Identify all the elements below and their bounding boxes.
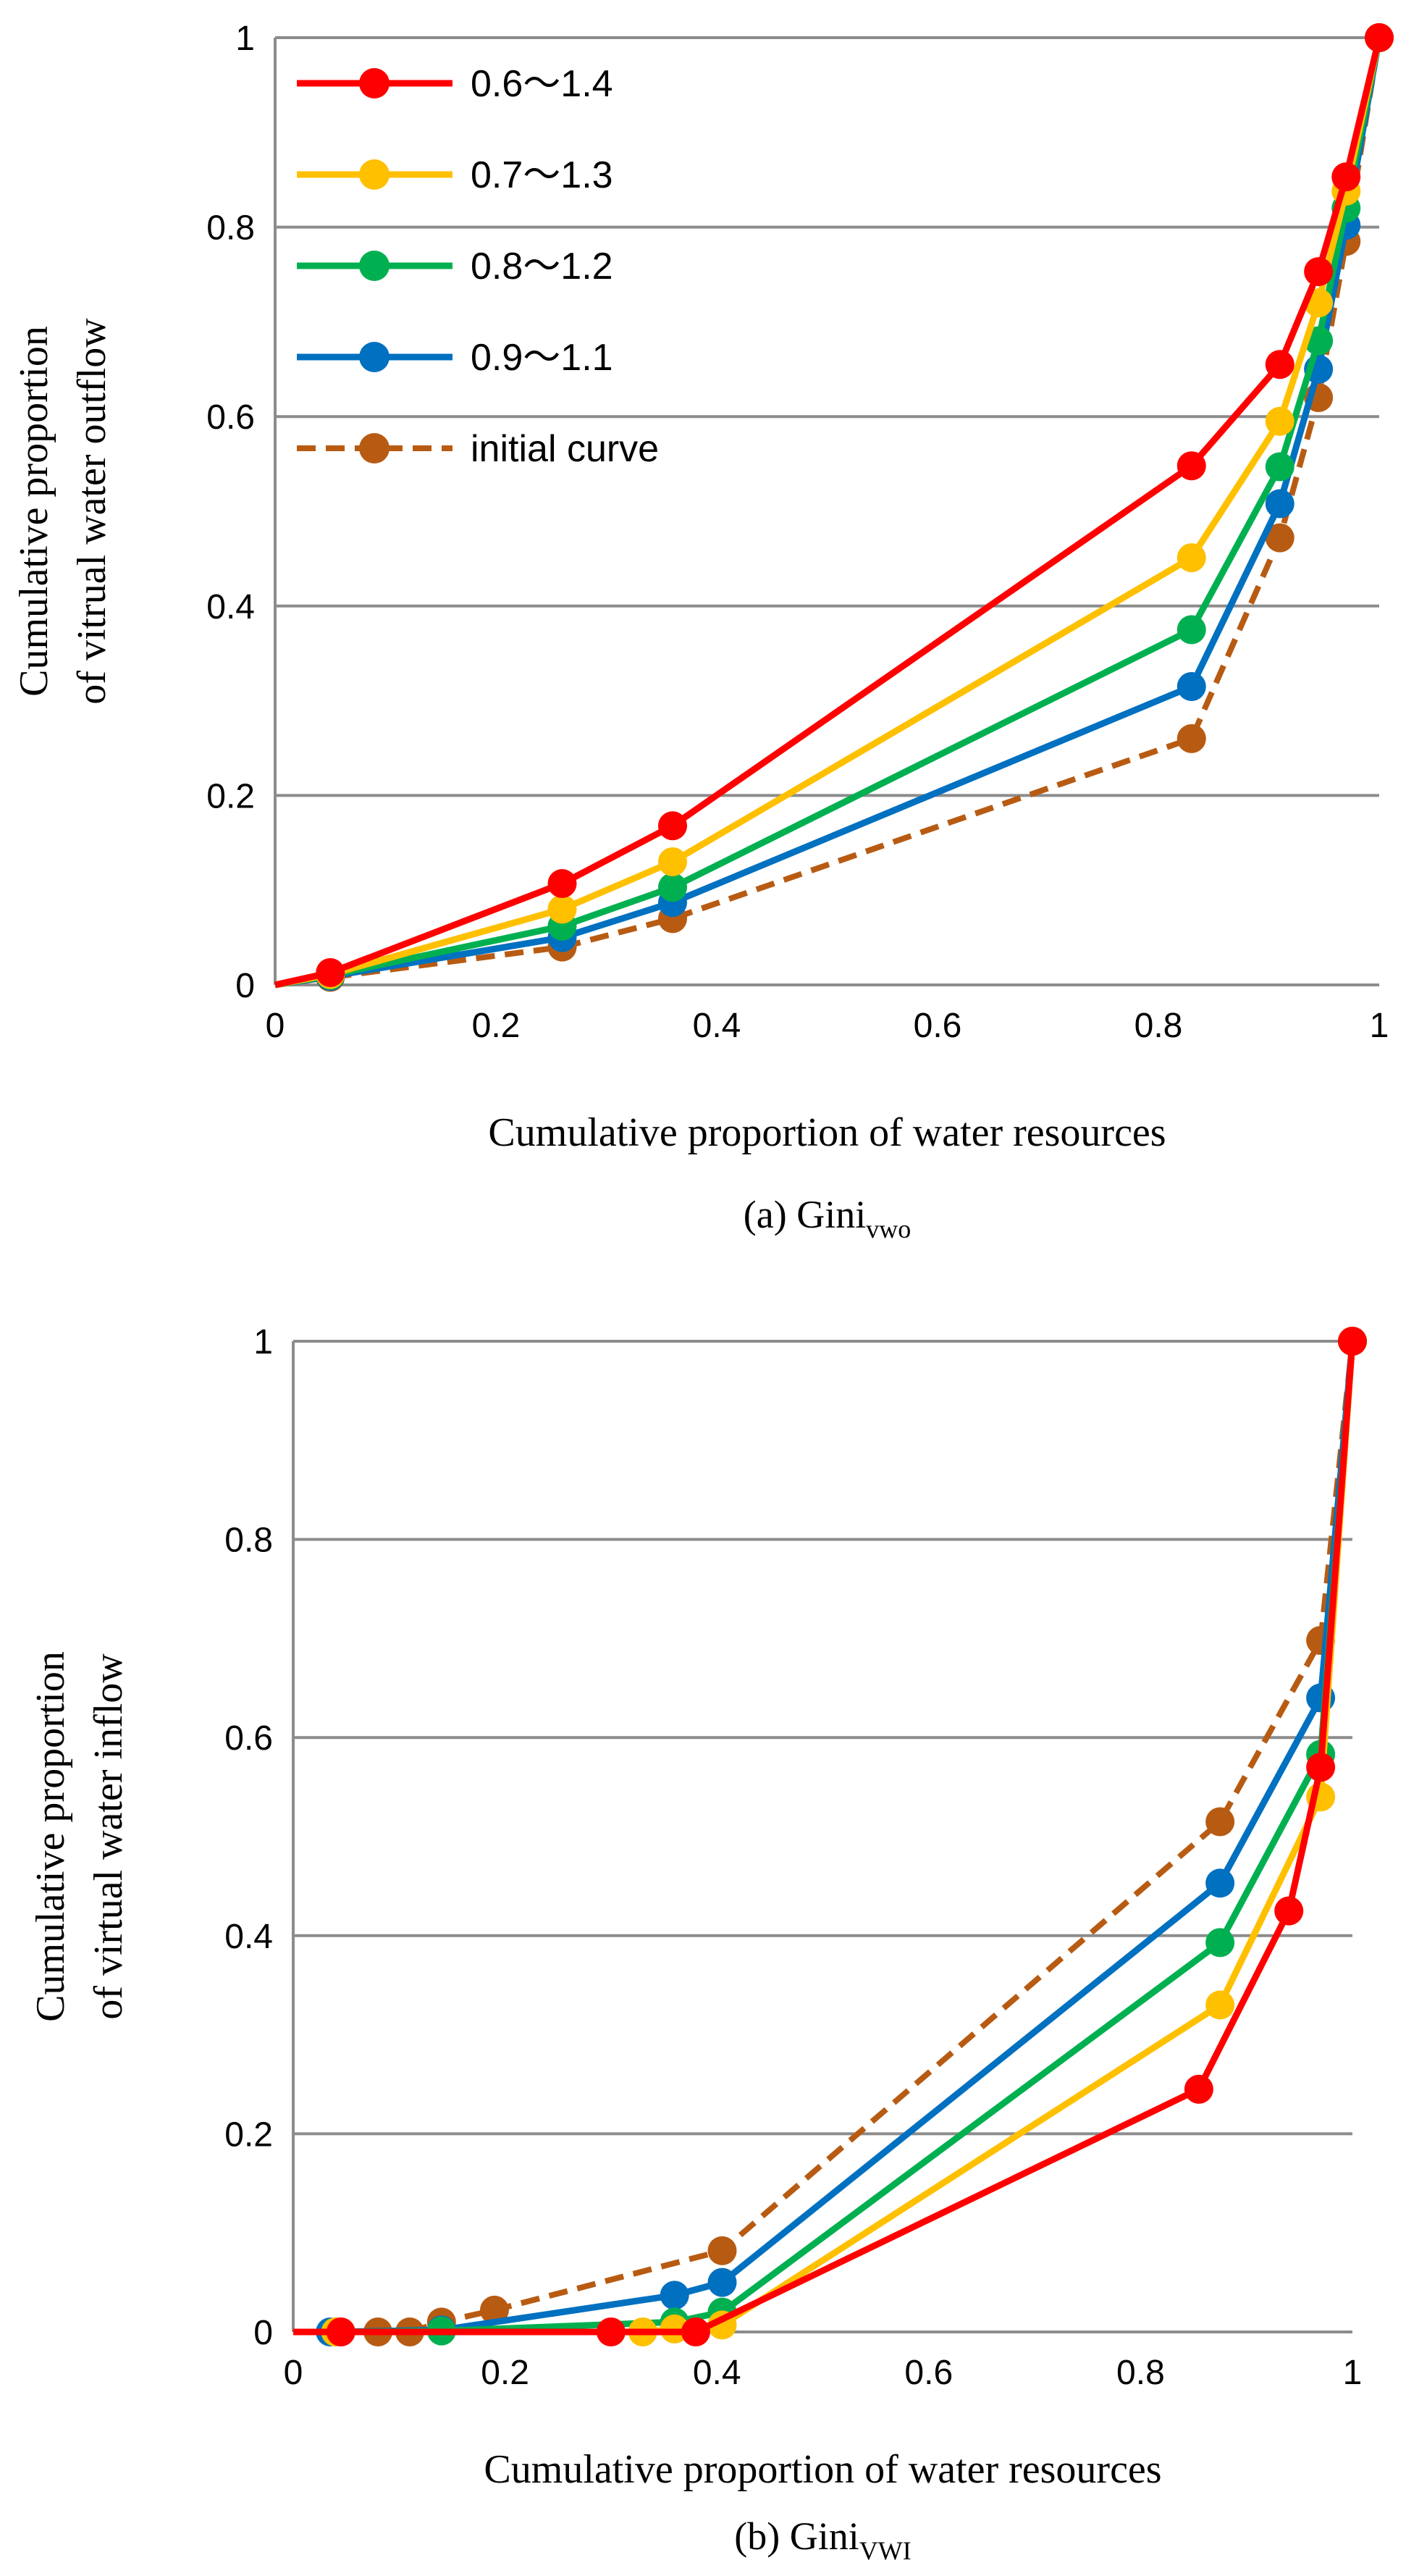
data-point — [1176, 671, 1206, 701]
data-point — [479, 2295, 509, 2325]
data-point — [1176, 723, 1206, 753]
data-point — [1265, 406, 1295, 436]
data-point — [1205, 1928, 1235, 1958]
data-point — [658, 811, 687, 841]
data-point — [1306, 1753, 1336, 1782]
y-tick-label: 0.2 — [224, 2115, 273, 2154]
data-point — [1304, 257, 1334, 287]
chart-caption: (a) Ginivwo — [744, 1193, 911, 1243]
legend-label: initial curve — [471, 428, 659, 470]
y-axis-title: of virtual water inflow — [86, 1653, 131, 2020]
x-tick-label: 0.8 — [1135, 1007, 1183, 1045]
y-axis-title: of vitrual water outflow — [70, 318, 114, 705]
y-tick-label: 1 — [253, 1323, 273, 1362]
x-tick-label: 1 — [1343, 2354, 1363, 2392]
x-tick-label: 0.2 — [472, 1007, 521, 1045]
chart-caption: (b) GiniVWI — [734, 2514, 911, 2565]
series-line-1 — [274, 36, 1383, 989]
x-tick-label: 0.6 — [904, 2354, 953, 2392]
legend: 0.6～1.4 0.7～1.3 0.8～1.2 0.9～1.1 initial curv… — [297, 63, 659, 470]
x-tick-label: 0.6 — [914, 1007, 962, 1045]
data-point — [658, 847, 687, 876]
data-point — [1176, 615, 1206, 645]
series-line-2 — [293, 1341, 1356, 2336]
x-tick-label: 0 — [266, 1007, 285, 1045]
y-tick-label: 0.6 — [206, 398, 255, 437]
data-point — [1274, 1896, 1304, 1926]
data-point — [1265, 350, 1295, 379]
y-tick-label: 1 — [235, 20, 255, 58]
legend-marker — [359, 342, 390, 372]
data-point — [1338, 1327, 1367, 1356]
data-point — [1265, 452, 1295, 482]
y-tick-label: 0.8 — [206, 209, 255, 248]
x-tick-label: 0.4 — [693, 2354, 741, 2392]
data-point — [1265, 523, 1295, 553]
y-axis-title: Cumulative proportion — [12, 326, 56, 697]
legend-label: 0.8～1.2 — [471, 246, 613, 288]
legend-label: 0.9～1.1 — [471, 337, 613, 379]
y-tick-label: 0.6 — [224, 1719, 273, 1758]
chart-panel-1: 0 0.2 0.4 0.6 0.8 1 0 0.2 0.4 0.6 0.8 1 Cumulative p… — [12, 20, 1394, 1243]
series-line-5 — [293, 1341, 1355, 2335]
y-tick-label: 0 — [253, 2314, 273, 2352]
x-axis-title: Cumulative proportion of water resources — [484, 2447, 1161, 2492]
chart-panel-2: 0 0.2 0.4 0.6 0.8 1 0 0.2 0.4 0.6 0.8 1 Cumulative p… — [28, 1323, 1367, 2565]
data-point — [547, 869, 577, 899]
data-point — [1265, 489, 1295, 519]
series-line-4 — [293, 1341, 1356, 2336]
x-tick-label: 1 — [1370, 1007, 1389, 1045]
legend-marker — [359, 68, 390, 98]
data-point — [707, 2236, 737, 2265]
data-point — [326, 2317, 355, 2346]
series-line-4 — [274, 37, 1383, 989]
series-line-1 — [293, 1341, 1356, 2336]
caption-main: (b) Gini — [734, 2514, 859, 2558]
data-point — [1176, 451, 1206, 481]
data-point — [1365, 23, 1394, 52]
x-tick-label: 0.2 — [481, 2354, 529, 2392]
data-point — [660, 2281, 689, 2310]
y-tick-label: 0.8 — [224, 1522, 273, 1560]
caption-main: (a) Gini — [744, 1193, 866, 1236]
series-line-3 — [274, 37, 1383, 989]
legend-label: 0.6～1.4 — [471, 63, 613, 105]
caption-subscript: VWI — [859, 2536, 912, 2565]
data-point — [1205, 1990, 1235, 2020]
x-tick-label: 0.8 — [1116, 2354, 1165, 2392]
data-point — [1184, 2074, 1213, 2104]
caption-subscript: vwo — [866, 1214, 911, 1243]
series-line-2 — [274, 37, 1383, 989]
legend-marker — [359, 251, 390, 281]
x-tick-label: 0.4 — [693, 1007, 741, 1045]
legend-marker — [359, 159, 390, 190]
y-axis-title: Cumulative proportion — [28, 1651, 73, 2022]
data-point — [1176, 543, 1206, 573]
x-tick-label: 0 — [284, 2354, 303, 2392]
data-point — [681, 2317, 710, 2346]
x-axis-title: Cumulative proportion of water resources — [488, 1110, 1166, 1155]
data-point — [547, 894, 577, 924]
y-tick-label: 0 — [235, 967, 255, 1005]
data-point — [1205, 1868, 1235, 1898]
series-line-3 — [293, 1341, 1356, 2336]
series-line-5 — [274, 37, 1382, 988]
y-tick-label: 0.2 — [206, 777, 255, 815]
y-tick-label: 0.4 — [206, 588, 255, 626]
data-point — [707, 2267, 737, 2297]
data-point — [1205, 1807, 1235, 1837]
data-point — [596, 2317, 626, 2346]
data-point — [658, 873, 687, 902]
data-point — [316, 957, 345, 987]
legend-marker — [359, 433, 390, 463]
data-point — [1331, 162, 1361, 192]
legend-label: 0.7～1.3 — [471, 154, 613, 196]
y-tick-label: 0.4 — [224, 1918, 273, 1956]
